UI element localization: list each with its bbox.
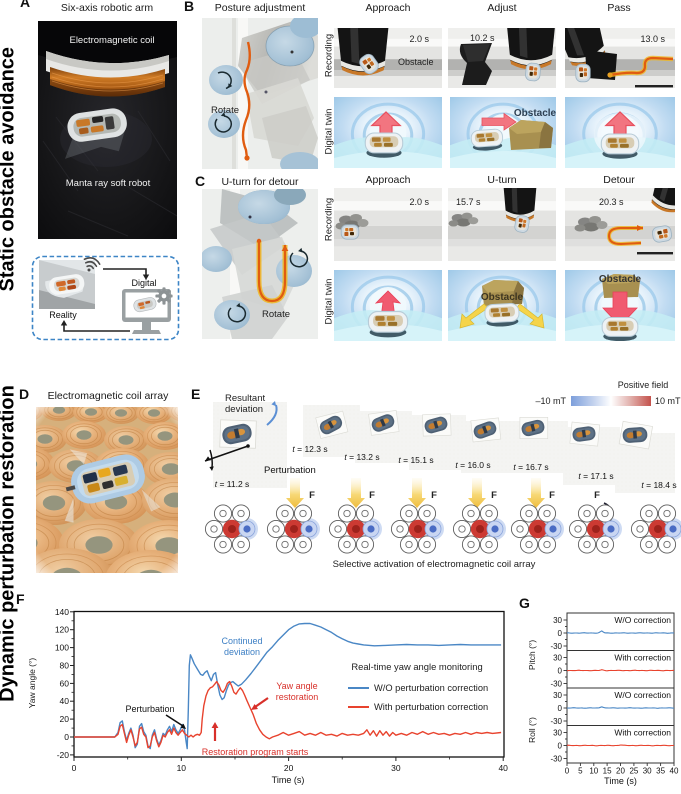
svg-text:With correction: With correction: [614, 653, 671, 663]
svg-text:30: 30: [553, 654, 562, 663]
svg-text:Time (s): Time (s): [604, 776, 637, 786]
svg-text:Selective activation of electr: Selective activation of electromagnetic …: [333, 559, 536, 570]
svg-text:W/O correction: W/O correction: [614, 615, 671, 625]
svg-text:Manta ray soft robot: Manta ray soft robot: [66, 178, 151, 189]
svg-text:Rotate: Rotate: [211, 105, 239, 116]
svg-text:-30: -30: [550, 642, 562, 651]
svg-text:13.0 s: 13.0 s: [640, 34, 665, 44]
svg-text:F: F: [431, 490, 437, 501]
svg-text:Perturbation: Perturbation: [264, 465, 316, 476]
svg-text:120: 120: [55, 625, 69, 635]
svg-text:t = 11.2 s: t = 11.2 s: [215, 479, 250, 489]
svg-text:0: 0: [558, 742, 563, 751]
svg-text:15.7 s: 15.7 s: [456, 197, 481, 207]
svg-text:25: 25: [629, 767, 638, 776]
svg-text:Reality: Reality: [49, 310, 77, 320]
svg-text:Yaw angle: Yaw angle: [276, 681, 317, 691]
svg-text:140: 140: [55, 607, 69, 617]
svg-text:Continued: Continued: [221, 636, 262, 646]
svg-text:30: 30: [643, 767, 652, 776]
svg-text:60: 60: [60, 678, 70, 688]
svg-text:40: 40: [670, 767, 679, 776]
svg-text:Real-time yaw angle monitoring: Real-time yaw angle monitoring: [351, 661, 482, 672]
svg-text:F: F: [369, 490, 375, 501]
svg-text:W/O perturbation correction: W/O perturbation correction: [374, 683, 488, 693]
svg-text:-30: -30: [550, 755, 562, 764]
svg-text:restoration: restoration: [276, 692, 319, 702]
svg-text:Restoration program starts: Restoration program starts: [202, 747, 309, 757]
svg-text:With correction: With correction: [614, 728, 671, 738]
svg-text:F: F: [549, 490, 555, 501]
svg-text:t = 16.0 s: t = 16.0 s: [455, 460, 490, 470]
svg-text:0: 0: [72, 763, 77, 773]
svg-text:t = 12.3 s: t = 12.3 s: [292, 444, 327, 454]
svg-text:Positive field: Positive field: [618, 380, 669, 390]
svg-text:Obstacle: Obstacle: [481, 292, 524, 303]
svg-text:deviation: deviation: [225, 404, 263, 415]
svg-text:Time (s): Time (s): [272, 775, 305, 785]
svg-text:20.3 s: 20.3 s: [599, 197, 624, 207]
svg-text:t = 17.1 s: t = 17.1 s: [578, 471, 613, 481]
svg-text:t = 16.7 s: t = 16.7 s: [513, 462, 548, 472]
svg-text:t = 13.2 s: t = 13.2 s: [344, 452, 379, 462]
svg-text:30: 30: [553, 691, 562, 700]
svg-text:Obstacle: Obstacle: [599, 274, 642, 285]
svg-text:80: 80: [60, 661, 70, 671]
svg-text:0: 0: [558, 667, 563, 676]
svg-text:Digital: Digital: [131, 278, 156, 288]
svg-text:F: F: [491, 490, 497, 501]
svg-text:30: 30: [553, 616, 562, 625]
svg-text:Rotate: Rotate: [262, 309, 290, 320]
svg-text:W/O correction: W/O correction: [614, 690, 671, 700]
svg-text:100: 100: [55, 643, 69, 653]
svg-text:Electromagnetic coil: Electromagnetic coil: [69, 35, 154, 46]
svg-text:2.0 s: 2.0 s: [409, 34, 429, 44]
svg-text:10.2 s: 10.2 s: [470, 33, 495, 43]
svg-text:40: 40: [60, 696, 70, 706]
svg-text:Perturbation: Perturbation: [125, 704, 174, 714]
svg-text:With perturbation correction: With perturbation correction: [374, 702, 488, 712]
svg-text:-30: -30: [550, 680, 562, 689]
svg-text:15: 15: [603, 767, 612, 776]
svg-text:10 mT: 10 mT: [655, 396, 681, 406]
svg-text:0: 0: [64, 732, 69, 742]
svg-text:0: 0: [558, 629, 563, 638]
svg-text:-30: -30: [550, 717, 562, 726]
svg-text:0: 0: [558, 704, 563, 713]
svg-text:30: 30: [553, 729, 562, 738]
svg-text:40: 40: [498, 763, 508, 773]
svg-text:F: F: [309, 490, 315, 501]
svg-text:Obstacle: Obstacle: [398, 57, 434, 67]
svg-text:deviation: deviation: [224, 647, 260, 657]
svg-text:–10 mT: –10 mT: [535, 396, 566, 406]
svg-text:10: 10: [589, 767, 598, 776]
svg-text:30: 30: [391, 763, 401, 773]
svg-text:-20: -20: [57, 750, 70, 760]
svg-text:Obstacle: Obstacle: [514, 108, 556, 119]
svg-text:10: 10: [177, 763, 187, 773]
svg-text:20: 20: [60, 714, 70, 724]
svg-text:35: 35: [656, 767, 665, 776]
svg-text:0: 0: [565, 767, 570, 776]
svg-text:20: 20: [616, 767, 625, 776]
svg-text:t = 18.4 s: t = 18.4 s: [641, 480, 676, 490]
svg-text:Resultant: Resultant: [225, 393, 265, 404]
svg-text:5: 5: [578, 767, 583, 776]
svg-text:F: F: [594, 490, 600, 501]
svg-text:2.0 s: 2.0 s: [409, 197, 429, 207]
svg-text:20: 20: [284, 763, 294, 773]
svg-text:t = 15.1 s: t = 15.1 s: [398, 455, 433, 465]
